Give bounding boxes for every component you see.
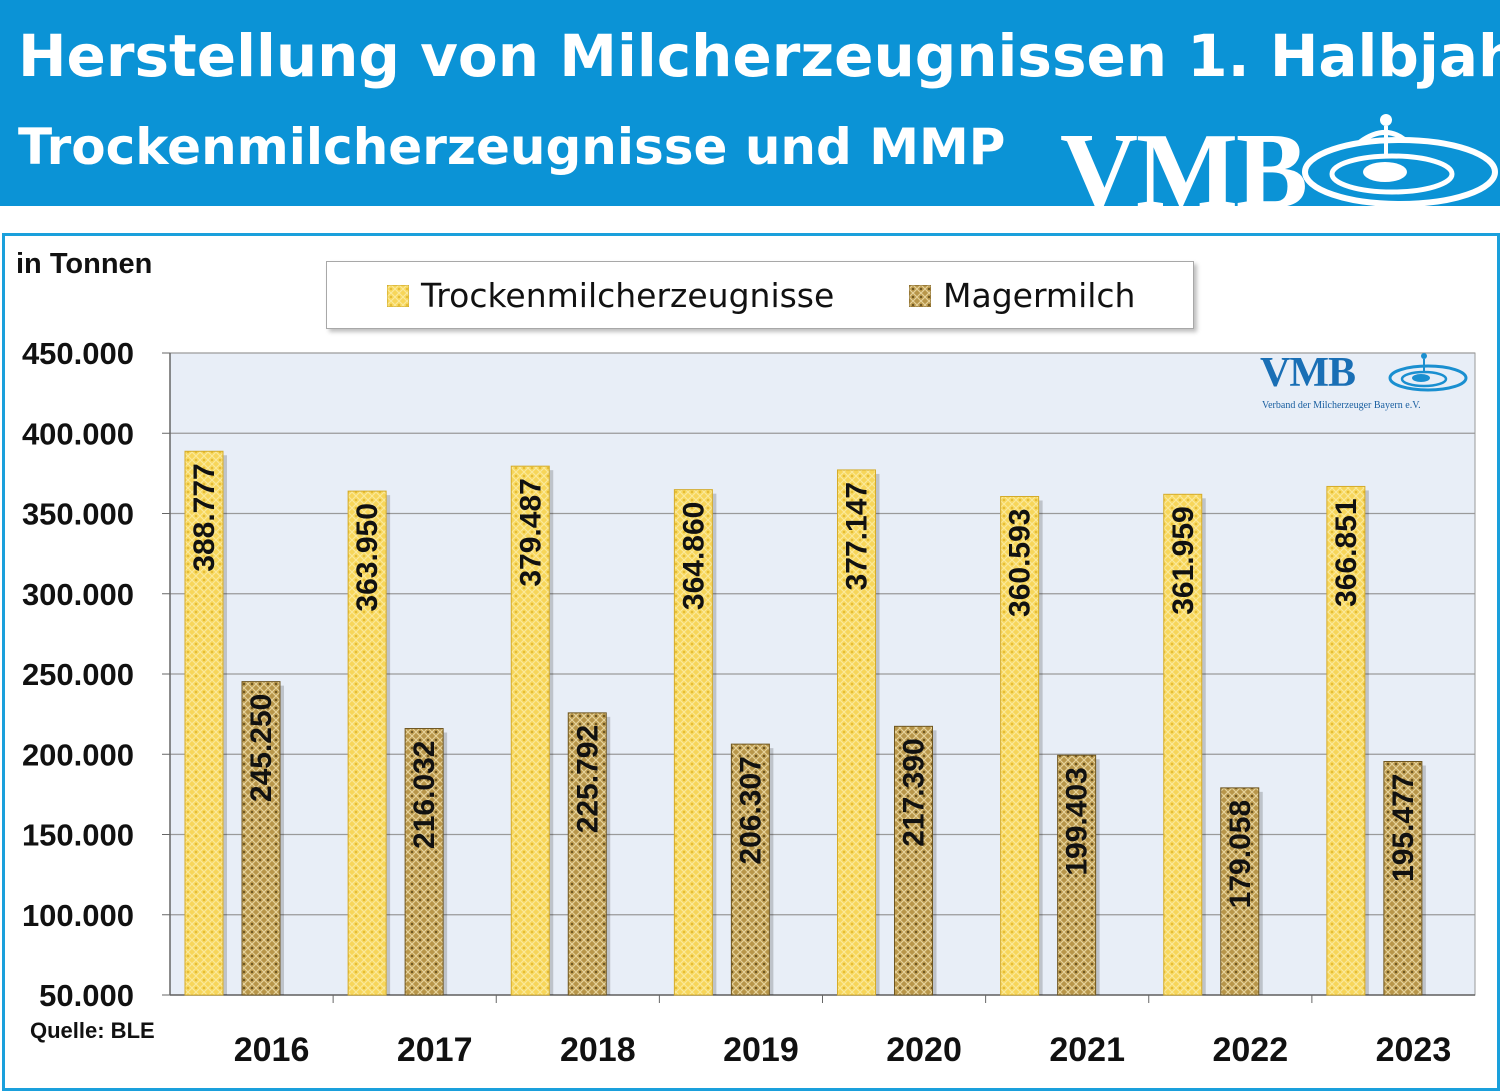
bar-trockenmilch-2020 <box>837 469 876 996</box>
chart-legend: Trockenmilcherzeugnisse Magermilch <box>326 261 1194 329</box>
x-tick-label: 2018 <box>560 1031 636 1069</box>
bar-trockenmilch-2017 <box>347 490 387 996</box>
bar-value-label: 216.032 <box>408 741 441 849</box>
bar-magermilch-2019 <box>730 743 770 996</box>
y-tick-label: 350.000 <box>22 497 134 532</box>
unit-label: in Tonnen <box>16 248 153 280</box>
vmb-small-logo-text: VMB <box>1260 350 1356 396</box>
bar-value-label: 199.403 <box>1061 767 1094 875</box>
bar-magermilch-2018 <box>567 712 607 996</box>
bar-magermilch-2021 <box>1057 754 1097 996</box>
x-tick-label: 2022 <box>1212 1031 1288 1069</box>
vmb-logo: VMB <box>1060 112 1500 206</box>
bar-value-label: 366.851 <box>1330 498 1363 606</box>
legend-label-trockenmilch: Trockenmilcherzeugnisse <box>421 276 835 315</box>
x-tick-label: 2021 <box>1049 1031 1125 1069</box>
y-tick-label: 300.000 <box>22 577 134 612</box>
legend-item-magermilch: Magermilch <box>909 276 1135 315</box>
bar-trockenmilch-2018 <box>510 465 550 996</box>
bar-magermilch-2016 <box>241 681 281 996</box>
bar-value-label: 179.058 <box>1224 800 1257 908</box>
vmb-small-emblem-icon <box>1388 353 1468 392</box>
y-tick-label: 150.000 <box>22 818 134 853</box>
x-tick-label: 2017 <box>397 1031 473 1069</box>
bar-value-label: 225.792 <box>571 725 604 833</box>
y-tick-label: 450.000 <box>22 336 134 371</box>
bar-value-label: 364.860 <box>677 502 710 610</box>
y-tick-label: 50.000 <box>39 978 134 1013</box>
x-tick-label: 2023 <box>1376 1031 1452 1069</box>
bar-value-label: 363.950 <box>351 503 384 611</box>
y-tick-label: 200.000 <box>22 737 134 772</box>
bar-value-label: 361.959 <box>1167 506 1200 614</box>
bar-magermilch-2020 <box>894 725 933 996</box>
y-tick-label: 100.000 <box>22 898 134 933</box>
bar-value-label: 377.147 <box>841 482 874 590</box>
vmb-logo-text: VMB <box>1060 112 1308 207</box>
bar-value-label: 360.593 <box>1004 508 1037 616</box>
legend-label-magermilch: Magermilch <box>943 276 1136 315</box>
source-label: Quelle: BLE <box>30 1018 155 1043</box>
bar-trockenmilch-2019 <box>673 489 713 996</box>
legend-swatch-magermilch <box>909 284 931 307</box>
bar-trockenmilch-2016 <box>184 450 224 996</box>
bar-trockenmilch-2021 <box>1000 495 1040 996</box>
y-tick-label: 400.000 <box>22 416 134 451</box>
bar-trockenmilch-2023 <box>1326 485 1366 996</box>
y-tick-label: 250.000 <box>22 657 134 692</box>
chart-subtitle: Trockenmilcherzeugnisse und MMP <box>18 118 1006 176</box>
vmb-small-logo-subtitle: Verband der Milcherzeuger Bayern e.V. <box>1262 400 1421 411</box>
bar-magermilch-2023 <box>1383 761 1423 996</box>
bar-value-label: 206.307 <box>734 756 767 864</box>
bar-value-label: 245.250 <box>245 694 278 802</box>
bar-value-label: 388.777 <box>188 463 221 571</box>
header-banner: Herstellung von Milcherzeugnissen 1. Hal… <box>0 0 1500 206</box>
vmb-small-logo: VMB Verband der Milcherzeuger Bayern e.V… <box>1258 350 1470 420</box>
legend-swatch-trockenmilch <box>387 284 409 307</box>
chart-title: Herstellung von Milcherzeugnissen 1. Hal… <box>18 22 1500 90</box>
legend-item-trockenmilch: Trockenmilcherzeugnisse <box>387 276 834 315</box>
bar-trockenmilch-2022 <box>1163 493 1203 996</box>
bar-magermilch-2022 <box>1220 787 1260 996</box>
bar-magermilch-2017 <box>404 728 444 996</box>
x-tick-label: 2016 <box>234 1031 310 1069</box>
bar-value-label: 195.477 <box>1387 774 1420 882</box>
x-tick-label: 2020 <box>886 1031 962 1069</box>
bar-value-label: 379.487 <box>514 478 547 586</box>
x-tick-label: 2019 <box>723 1031 799 1069</box>
vmb-logo-emblem-icon <box>1302 114 1498 206</box>
bar-value-label: 217.390 <box>898 738 931 846</box>
